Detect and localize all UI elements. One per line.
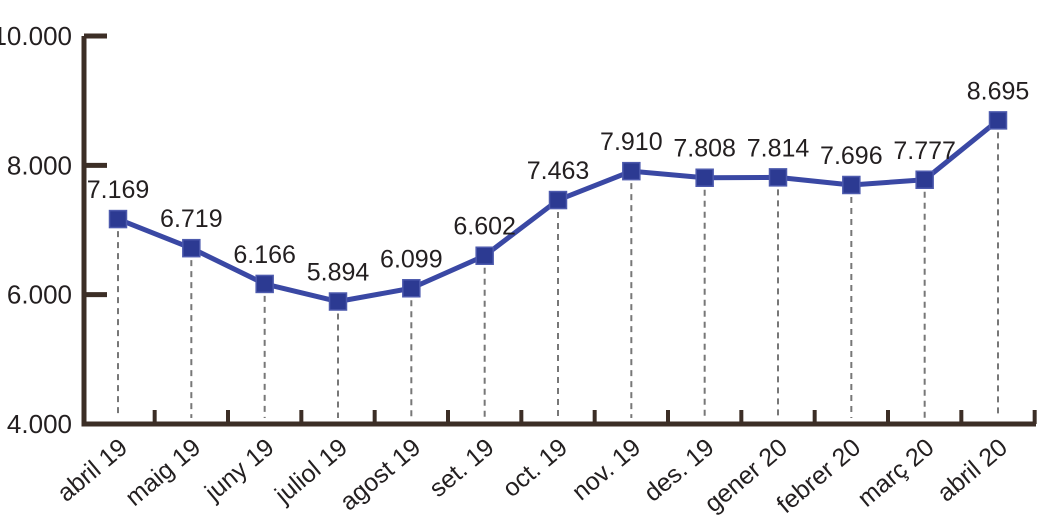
data-point-value-label: 6.166 — [233, 241, 296, 269]
data-point-marker — [695, 168, 714, 187]
data-point-value-label: 7.808 — [673, 135, 736, 163]
data-point-marker — [842, 175, 861, 195]
y-axis-tick-label: 6.000 — [7, 280, 72, 310]
data-point-value-label: 7.169 — [87, 176, 150, 204]
data-point-marker — [988, 111, 1008, 130]
data-point-marker — [108, 209, 128, 229]
x-axis-category-label: nov. 19 — [567, 433, 646, 506]
data-point-value-label: 7.696 — [820, 142, 883, 170]
data-point-marker — [475, 246, 494, 265]
y-axis-tick-label: 4.000 — [7, 409, 72, 439]
data-point-value-label: 8.695 — [967, 77, 1030, 105]
data-point-marker — [328, 292, 348, 311]
data-point-value-label: 5.894 — [307, 259, 370, 287]
data-point-value-label: 7.777 — [893, 137, 956, 165]
y-axis-tick-label: 10.000 — [0, 21, 72, 51]
x-axis-category-label: març 20 — [852, 433, 939, 513]
data-point-value-label: 6.719 — [160, 205, 223, 233]
data-point-value-label: 7.463 — [527, 157, 590, 185]
x-axis-category-label: agost 19 — [335, 433, 426, 516]
data-point-marker — [255, 274, 274, 294]
x-axis-category-label: febrer 20 — [772, 433, 867, 519]
data-point-marker — [915, 170, 934, 190]
x-axis-category-label: juny 19 — [199, 433, 280, 507]
data-point-marker — [622, 161, 641, 181]
x-axis-category-label: maig 19 — [120, 433, 206, 512]
y-axis-tick-label: 8.000 — [7, 150, 72, 180]
data-point-value-label: 7.910 — [600, 128, 663, 156]
x-axis-category-label: set. 19 — [424, 433, 499, 503]
data-point-marker — [182, 238, 201, 258]
x-axis-category-label: abril 19 — [52, 433, 133, 507]
data-point-value-label: 7.814 — [747, 134, 810, 162]
x-axis-category-label: abril 20 — [932, 433, 1013, 507]
x-axis-category-label: oct. 19 — [497, 433, 572, 503]
data-point-marker — [768, 168, 788, 187]
data-point-marker — [402, 279, 421, 298]
data-point-value-label: 6.602 — [453, 213, 516, 241]
data-point-value-label: 6.099 — [380, 245, 443, 273]
data-point-marker — [548, 190, 568, 210]
